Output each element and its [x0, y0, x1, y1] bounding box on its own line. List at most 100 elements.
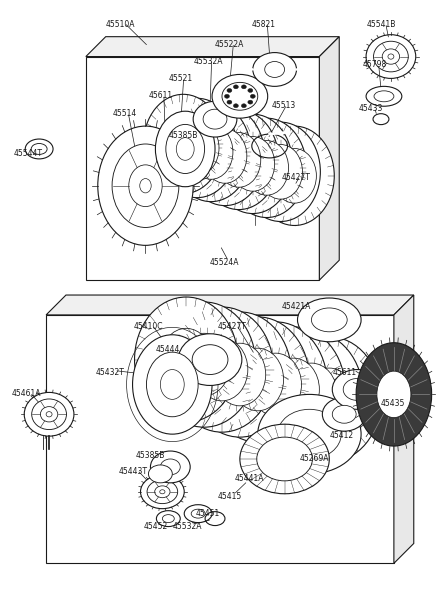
- Text: 45532A: 45532A: [172, 521, 201, 530]
- Ellipse shape: [205, 317, 309, 442]
- Ellipse shape: [239, 424, 328, 494]
- Ellipse shape: [249, 353, 301, 416]
- Ellipse shape: [148, 465, 172, 483]
- Text: 45611: 45611: [332, 368, 356, 377]
- Ellipse shape: [161, 116, 205, 172]
- Ellipse shape: [373, 41, 407, 72]
- Ellipse shape: [303, 368, 354, 431]
- Text: 45421A: 45421A: [281, 302, 310, 311]
- Text: 45544T: 45544T: [13, 149, 42, 158]
- Ellipse shape: [244, 140, 288, 195]
- Ellipse shape: [226, 88, 231, 92]
- Ellipse shape: [199, 110, 278, 209]
- Text: 45432T: 45432T: [95, 368, 124, 377]
- Text: 45427T: 45427T: [218, 322, 246, 331]
- Ellipse shape: [203, 128, 246, 183]
- Ellipse shape: [178, 334, 241, 385]
- Ellipse shape: [258, 145, 302, 199]
- Ellipse shape: [332, 406, 355, 423]
- Text: 45513: 45513: [271, 101, 295, 110]
- Ellipse shape: [224, 94, 229, 98]
- Ellipse shape: [160, 328, 212, 391]
- Ellipse shape: [196, 338, 247, 401]
- Text: 45532A: 45532A: [193, 56, 222, 65]
- Ellipse shape: [24, 392, 74, 436]
- Ellipse shape: [247, 100, 252, 104]
- Text: 45441A: 45441A: [234, 474, 264, 483]
- Ellipse shape: [178, 333, 230, 396]
- Ellipse shape: [252, 53, 296, 86]
- Text: 45611: 45611: [148, 91, 172, 100]
- Polygon shape: [86, 37, 339, 56]
- Ellipse shape: [155, 111, 215, 187]
- Text: 45443T: 45443T: [118, 467, 147, 476]
- Ellipse shape: [189, 125, 233, 179]
- Ellipse shape: [256, 437, 312, 481]
- Ellipse shape: [140, 475, 184, 509]
- Ellipse shape: [46, 412, 52, 417]
- Text: 45541B: 45541B: [366, 20, 396, 29]
- Ellipse shape: [134, 297, 237, 422]
- Ellipse shape: [297, 298, 360, 342]
- Ellipse shape: [226, 118, 306, 218]
- Text: 45435: 45435: [380, 400, 404, 409]
- Ellipse shape: [143, 94, 223, 194]
- Text: 45427T: 45427T: [281, 173, 310, 182]
- Ellipse shape: [132, 335, 212, 434]
- Ellipse shape: [146, 352, 198, 417]
- Ellipse shape: [154, 486, 170, 497]
- Ellipse shape: [98, 126, 193, 245]
- Ellipse shape: [216, 133, 260, 187]
- Ellipse shape: [373, 91, 393, 102]
- Text: 45461A: 45461A: [11, 389, 41, 398]
- Ellipse shape: [332, 370, 381, 409]
- Ellipse shape: [365, 86, 401, 106]
- Ellipse shape: [160, 459, 180, 475]
- Text: 45798: 45798: [362, 59, 386, 68]
- Ellipse shape: [185, 106, 264, 206]
- Ellipse shape: [176, 137, 194, 160]
- Text: 45385B: 45385B: [135, 451, 165, 460]
- Polygon shape: [86, 56, 318, 280]
- Ellipse shape: [285, 363, 336, 425]
- Ellipse shape: [272, 148, 316, 203]
- Ellipse shape: [259, 332, 362, 457]
- Text: 45415: 45415: [218, 492, 242, 501]
- Ellipse shape: [212, 74, 267, 118]
- Ellipse shape: [311, 308, 346, 332]
- Ellipse shape: [267, 358, 318, 421]
- Ellipse shape: [171, 102, 250, 202]
- Ellipse shape: [376, 371, 410, 418]
- Ellipse shape: [226, 100, 231, 104]
- Ellipse shape: [192, 345, 227, 374]
- Ellipse shape: [150, 451, 190, 483]
- Ellipse shape: [241, 85, 246, 89]
- Ellipse shape: [241, 104, 246, 108]
- Ellipse shape: [277, 409, 340, 459]
- Ellipse shape: [193, 101, 237, 137]
- Ellipse shape: [240, 122, 320, 221]
- Ellipse shape: [162, 515, 174, 523]
- Text: 45451: 45451: [195, 509, 219, 518]
- Ellipse shape: [25, 139, 53, 159]
- Ellipse shape: [160, 370, 184, 400]
- Ellipse shape: [152, 302, 255, 427]
- Text: 45269A: 45269A: [299, 454, 328, 463]
- Text: 45510A: 45510A: [106, 20, 135, 29]
- Ellipse shape: [188, 312, 291, 437]
- Ellipse shape: [250, 94, 254, 98]
- Text: 45522A: 45522A: [215, 40, 244, 49]
- Ellipse shape: [170, 307, 273, 432]
- Ellipse shape: [128, 165, 162, 206]
- Ellipse shape: [156, 511, 180, 527]
- Text: 45433: 45433: [358, 104, 383, 113]
- Ellipse shape: [191, 509, 205, 518]
- Polygon shape: [46, 315, 393, 563]
- Ellipse shape: [166, 124, 204, 173]
- Ellipse shape: [147, 480, 177, 503]
- Text: 45821: 45821: [251, 20, 275, 29]
- Ellipse shape: [387, 54, 393, 59]
- Ellipse shape: [212, 114, 292, 214]
- Ellipse shape: [381, 49, 399, 64]
- Ellipse shape: [247, 88, 252, 92]
